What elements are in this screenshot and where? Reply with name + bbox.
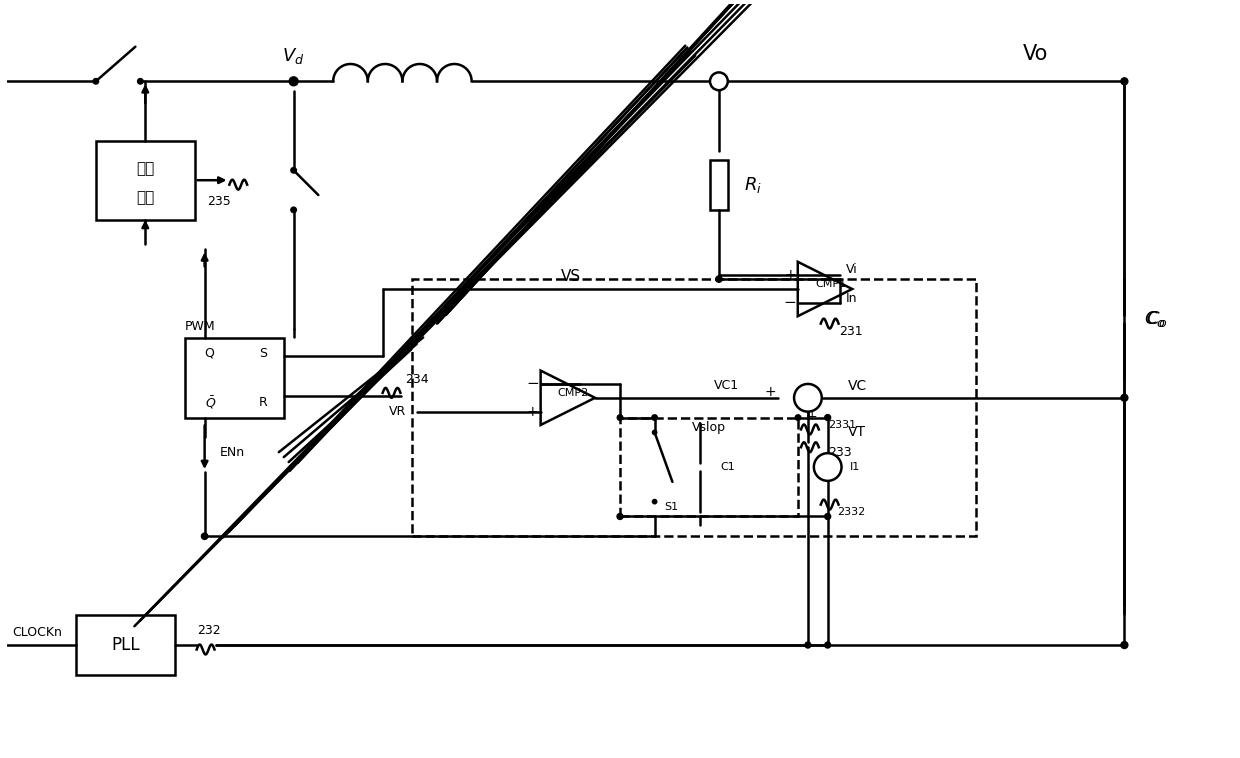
Circle shape — [805, 642, 811, 648]
FancyBboxPatch shape — [1095, 279, 1154, 378]
Text: VS: VS — [560, 268, 580, 283]
Circle shape — [813, 453, 842, 481]
Text: VC1: VC1 — [714, 380, 739, 393]
Text: VT: VT — [847, 425, 866, 440]
FancyBboxPatch shape — [76, 615, 175, 675]
Text: VR: VR — [389, 405, 405, 418]
Circle shape — [618, 415, 622, 421]
Text: 电路: 电路 — [136, 190, 155, 205]
Text: +: + — [527, 405, 538, 418]
Circle shape — [652, 431, 657, 434]
Circle shape — [1121, 78, 1128, 85]
Text: 235: 235 — [207, 196, 232, 208]
Text: $V_d$: $V_d$ — [283, 45, 305, 66]
Text: 2332: 2332 — [837, 506, 866, 516]
Text: C1: C1 — [720, 462, 734, 472]
Circle shape — [795, 415, 801, 421]
Circle shape — [201, 533, 208, 540]
Text: −: − — [526, 377, 539, 391]
Text: R: R — [259, 396, 268, 409]
Text: PLL: PLL — [112, 636, 140, 654]
Text: 233: 233 — [827, 446, 852, 459]
Text: ENn: ENn — [219, 446, 244, 459]
Text: $C_o$: $C_o$ — [1146, 309, 1168, 329]
FancyBboxPatch shape — [185, 339, 284, 418]
Text: I1: I1 — [849, 462, 859, 472]
Text: 232: 232 — [197, 624, 221, 637]
Text: +: + — [806, 410, 817, 423]
Text: In: In — [846, 293, 857, 305]
Circle shape — [652, 415, 657, 421]
Text: +: + — [765, 385, 776, 399]
Text: S1: S1 — [665, 502, 678, 512]
Circle shape — [93, 79, 99, 84]
Text: Vi: Vi — [846, 263, 857, 276]
Circle shape — [652, 500, 657, 504]
Text: CMP1: CMP1 — [815, 279, 846, 289]
Text: $R_i$: $R_i$ — [744, 175, 761, 195]
Text: $C_o$: $C_o$ — [1145, 309, 1166, 329]
Text: 234: 234 — [405, 374, 429, 387]
Text: Vo: Vo — [1023, 44, 1048, 64]
Circle shape — [618, 513, 622, 519]
Circle shape — [825, 642, 831, 648]
Text: −: − — [784, 296, 796, 310]
Text: 驱动: 驱动 — [136, 161, 155, 176]
Text: +: + — [784, 268, 796, 282]
Text: PWM: PWM — [185, 320, 216, 333]
Text: CLOCKn: CLOCKn — [11, 625, 62, 639]
Circle shape — [794, 384, 822, 412]
Circle shape — [291, 207, 296, 213]
Circle shape — [1121, 641, 1128, 649]
Text: S: S — [259, 347, 267, 360]
Text: Q: Q — [205, 347, 215, 360]
Text: VC: VC — [847, 379, 867, 393]
FancyBboxPatch shape — [95, 141, 195, 220]
Circle shape — [289, 77, 298, 86]
Text: 2331: 2331 — [827, 421, 856, 431]
Circle shape — [138, 79, 143, 84]
Circle shape — [291, 168, 296, 173]
Text: $\bar{Q}$: $\bar{Q}$ — [205, 394, 216, 411]
Circle shape — [825, 513, 831, 519]
FancyBboxPatch shape — [711, 161, 728, 210]
Text: CMP2: CMP2 — [557, 388, 588, 398]
Circle shape — [715, 276, 722, 282]
Text: Vslop: Vslop — [692, 421, 725, 434]
Circle shape — [1121, 394, 1128, 401]
Text: 231: 231 — [839, 325, 863, 338]
Circle shape — [711, 73, 728, 90]
Circle shape — [825, 415, 831, 421]
